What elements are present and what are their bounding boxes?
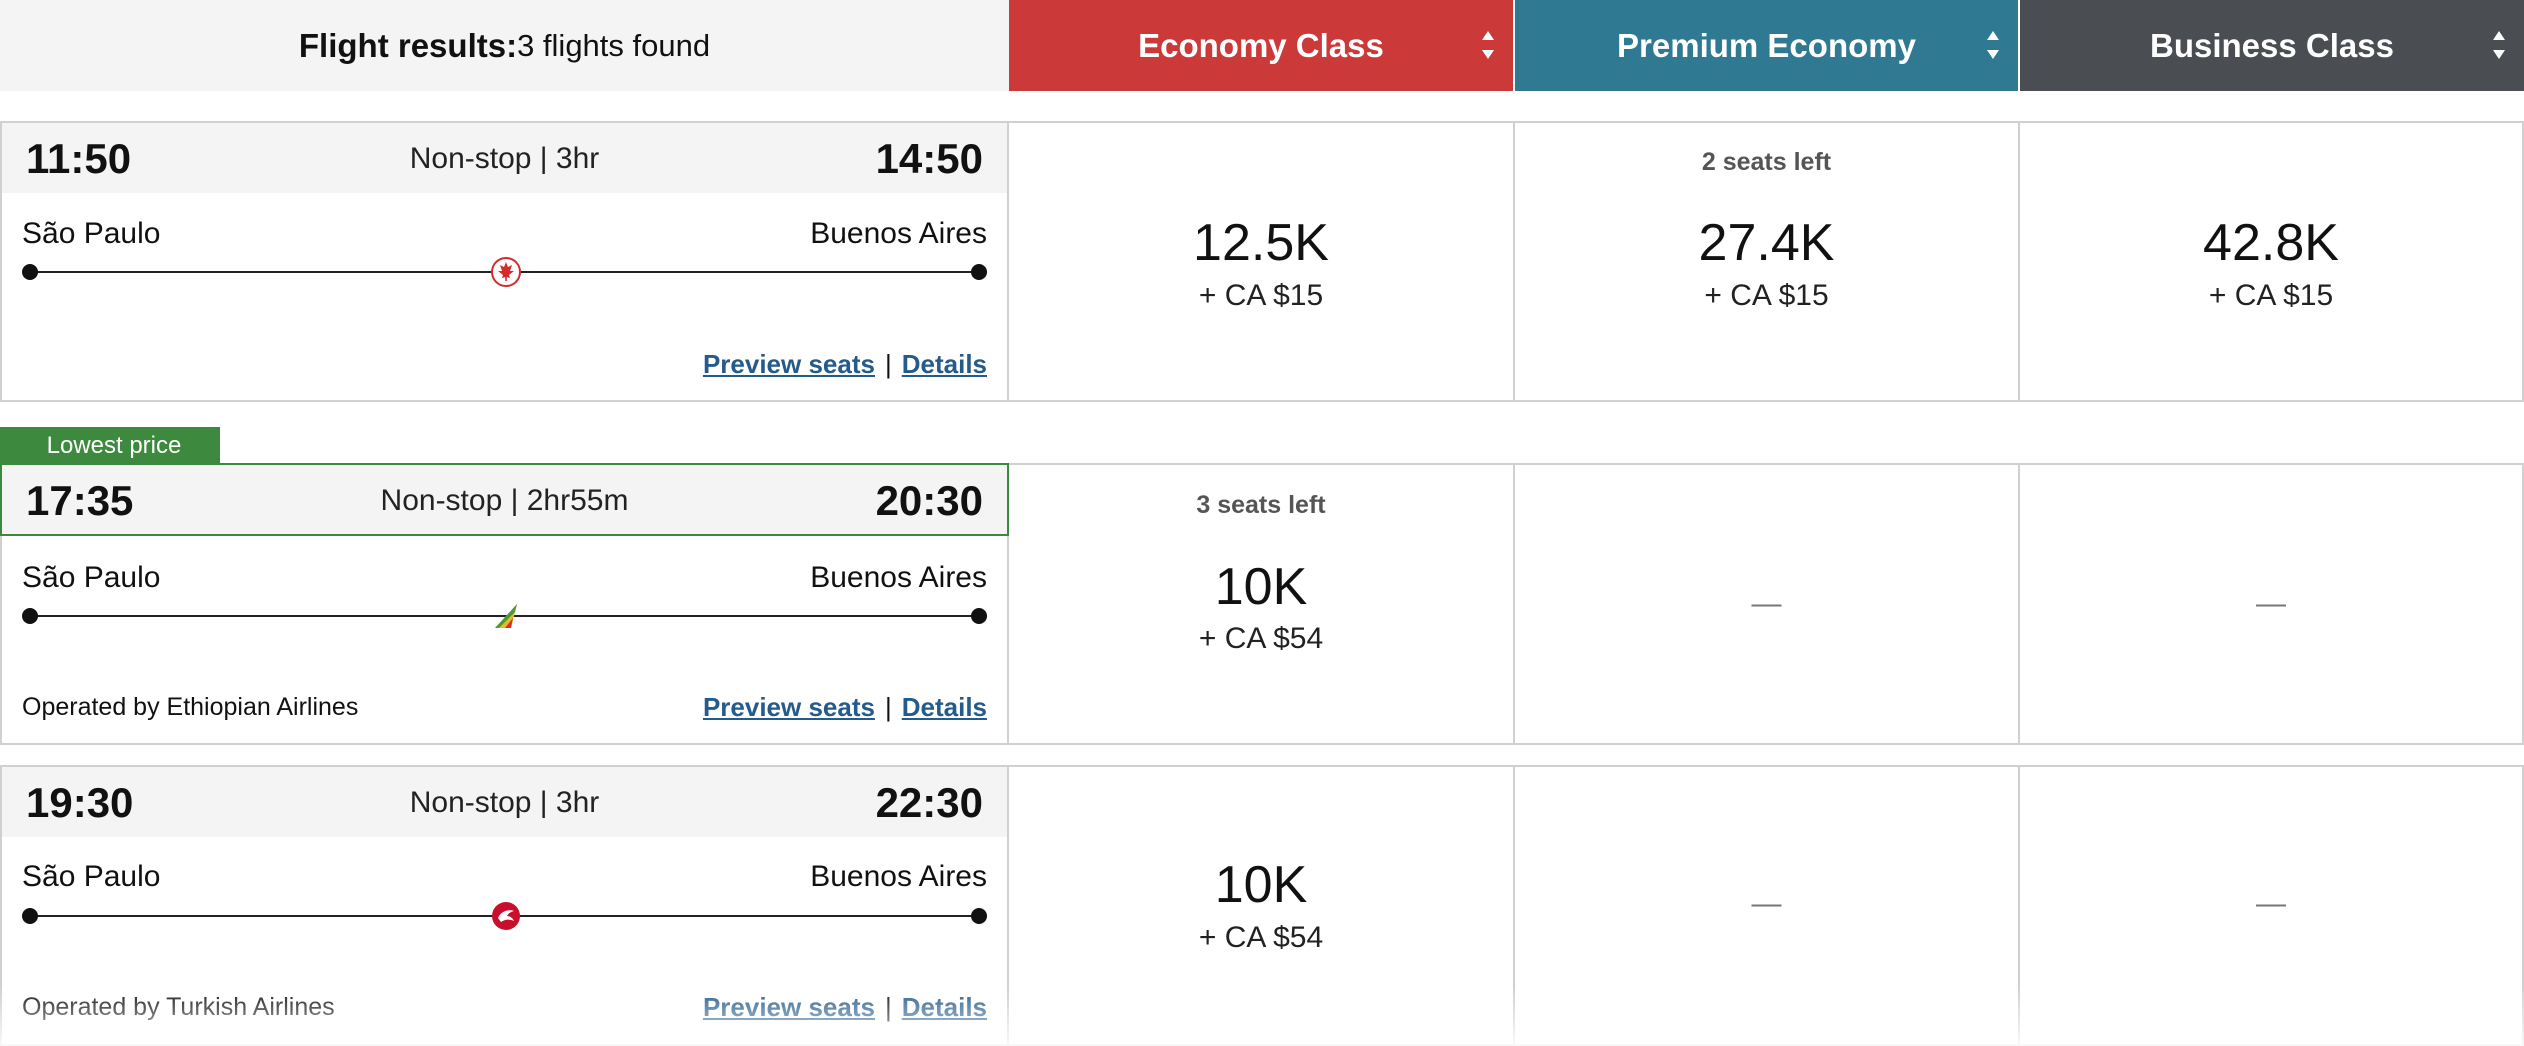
economy-price-cell[interactable]: 3 seats left 10K + CA $54 [1009,463,1515,745]
origin-dot [22,908,38,924]
seats-left: 2 seats left [1701,148,1832,176]
sort-premium-economy-button[interactable]: Premium Economy [1515,0,2018,91]
destination-city: Buenos Aires [810,217,987,250]
route-line [30,615,979,617]
link-separator: | [884,349,892,379]
business-class-price-cell[interactable]: 42.8K + CA $15 [2020,121,2524,402]
flight-results-summary: Flight results: 3 flights found [0,0,1009,91]
sort-icon [2493,31,2505,59]
departure-time: 11:50 [26,135,132,182]
destination-city: Buenos Aires [810,860,987,893]
points-price: 12.5K [1193,214,1329,272]
ethiopian-tail-icon [495,604,517,628]
operated-by: Operated by Turkish Airlines [22,993,335,1021]
flight-links: Preview seats | Details [703,692,987,723]
duration: Non-stop | 3hr [409,142,600,175]
unavailable-dash: — [2256,887,2286,920]
sort-icon [1482,31,1494,59]
departure-time: 17:35 [26,477,134,524]
arrival-time: 20:30 [875,477,983,524]
duration: Non-stop | 2hr55m [380,484,629,517]
maple-leaf-icon [491,257,521,287]
destination-dot [971,908,987,924]
destination-dot [971,608,987,624]
flight-row: 19:30 Non-stop | 3hr 22:30 São Paulo Bue… [0,765,2524,1046]
details-link[interactable]: Details [901,692,987,722]
cash-price: + CA $54 [1198,622,1324,655]
cash-price: + CA $15 [2208,279,2334,312]
lowest-price-badge: Lowest price [0,427,220,464]
points-price: 10K [1214,558,1308,616]
departure-time: 19:30 [26,779,134,826]
premium-economy-price-cell: — [1515,463,2020,745]
points-price: 42.8K [2203,214,2339,272]
premium-economy-label: Premium Economy [1617,26,1916,64]
flight-links: Preview seats | Details [703,992,987,1023]
flight-info: 11:50 Non-stop | 3hr 14:50 São Paulo Bue… [0,121,1009,402]
results-label: Flight results: [298,26,518,64]
business-class-price-cell: — [2020,765,2524,1046]
preview-seats-link[interactable]: Preview seats [702,692,875,722]
time-bar: 19:30 Non-stop | 3hr 22:30 [2,767,1007,837]
business-class-price-cell: — [2020,463,2524,745]
flight-links: Preview seats | Details [703,349,987,380]
unavailable-dash: — [2256,587,2286,620]
sort-business-class-button[interactable]: Business Class [2020,0,2524,91]
flight-row: 17:35 Non-stop | 2hr55m 20:30 São Paulo … [0,463,2524,745]
premium-economy-price-cell: — [1515,765,2020,1046]
business-class-label: Business Class [2150,26,2394,64]
points-price: 27.4K [1698,214,1835,272]
unavailable-dash: — [1751,587,1782,620]
preview-seats-link[interactable]: Preview seats [702,349,875,379]
flight-info: 17:35 Non-stop | 2hr55m 20:30 São Paulo … [0,463,1009,745]
turkish-bird-icon [492,902,520,930]
premium-economy-price-cell[interactable]: 2 seats left 27.4K + CA $15 [1515,121,2020,402]
time-bar: 11:50 Non-stop | 3hr 14:50 [2,123,1007,193]
operated-by: Operated by Ethiopian Airlines [22,693,359,721]
economy-price-cell[interactable]: 10K + CA $54 [1009,765,1515,1046]
cash-price: + CA $15 [1198,279,1324,312]
origin-city: São Paulo [22,217,161,250]
link-separator: | [884,992,892,1022]
cash-price: + CA $54 [1198,921,1324,954]
details-link[interactable]: Details [901,992,987,1022]
arrival-time: 14:50 [875,135,983,182]
economy-class-label: Economy Class [1138,26,1384,64]
origin-city: São Paulo [22,860,161,893]
unavailable-dash: — [1751,887,1782,920]
time-bar: 17:35 Non-stop | 2hr55m 20:30 [0,463,1009,536]
economy-price-cell[interactable]: 12.5K + CA $15 [1009,121,1515,402]
link-separator: | [884,692,892,722]
seats-left: 3 seats left [1196,491,1326,519]
destination-dot [971,264,987,280]
sort-economy-class-button[interactable]: Economy Class [1009,0,1513,91]
sort-icon [1987,31,1999,59]
cash-price: + CA $15 [1704,279,1829,312]
details-link[interactable]: Details [901,349,987,379]
points-price: 10K [1214,856,1308,914]
flight-row: 11:50 Non-stop | 3hr 14:50 São Paulo Bue… [0,121,2524,402]
origin-dot [22,608,38,624]
duration: Non-stop | 3hr [409,786,600,819]
preview-seats-link[interactable]: Preview seats [702,992,875,1022]
results-count: 3 flights found [517,27,711,63]
destination-city: Buenos Aires [810,561,987,594]
flight-info: 19:30 Non-stop | 3hr 22:30 São Paulo Bue… [0,765,1009,1046]
origin-city: São Paulo [22,561,161,594]
origin-dot [22,264,38,280]
arrival-time: 22:30 [875,779,983,826]
